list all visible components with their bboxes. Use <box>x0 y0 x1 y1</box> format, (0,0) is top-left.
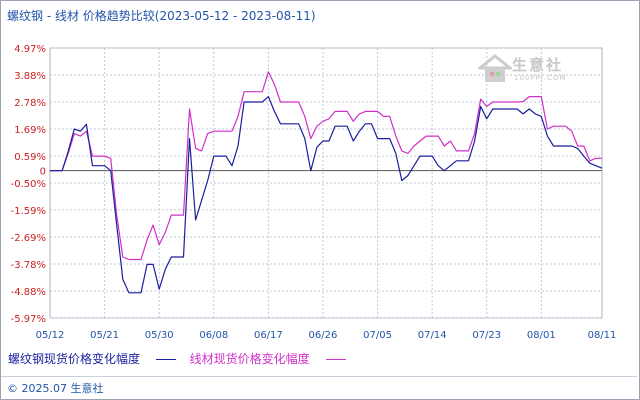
x-axis-ticks: 05/12 05/21 05/30 06/08 06/17 06/26 07/05 07/14… <box>36 330 617 341</box>
series-line-rebar <box>50 95 603 294</box>
x-tick-label: 07/05 <box>363 330 392 341</box>
x-tick-label: 05/12 <box>36 330 65 341</box>
y-tick-label: 1.69% <box>14 125 46 136</box>
y-tick-label: -1.59% <box>11 206 46 217</box>
legend-label-wire-rod: 线材现货价格变化幅度 <box>189 352 310 366</box>
chart-title: 螺纹钢 - 线材 价格趋势比较(2023-05-12 - 2023-08-11) <box>7 9 316 23</box>
y-tick-label: -3.78% <box>11 260 46 271</box>
y-tick-label: 3.88% <box>14 71 46 82</box>
copyright-text: © 2025.07 生意社 <box>7 382 104 395</box>
watermark-logo: 生意社 100PPI.COM <box>475 54 578 94</box>
x-tick-label: 08/01 <box>527 330 556 341</box>
x-tick-label: 07/14 <box>418 330 447 341</box>
y-tick-label: -4.88% <box>11 287 46 298</box>
y-tick-label: -2.69% <box>11 233 46 244</box>
x-tick-label: 06/08 <box>199 330 228 341</box>
x-tick-label: 06/26 <box>309 330 338 341</box>
y-tick-label: 0 <box>40 167 46 178</box>
y-tick-label: 2.78% <box>14 98 46 109</box>
y-tick-label: -5.97% <box>11 314 46 325</box>
x-tick-label: 05/21 <box>90 330 119 341</box>
series-line-wire-rod <box>50 71 602 261</box>
footer-divider <box>1 376 637 377</box>
grid-layer <box>49 47 603 319</box>
legend: 螺纹钢现货价格变化幅度 线材现货价格变化幅度 <box>8 350 356 368</box>
watermark-url: 100PPI.COM <box>514 74 567 82</box>
y-axis-ticks: 4.97% 3.88% 2.78% 1.69% 0.59% 0-0.50% -1.59% -2… <box>11 44 46 325</box>
x-tick-label: 07/23 <box>472 330 501 341</box>
y-tick-label: 0.59% <box>14 152 46 163</box>
y-tick-label: -0.50% <box>11 179 46 190</box>
series-layer <box>50 71 603 294</box>
legend-label-rebar: 螺纹钢现货价格变化幅度 <box>8 352 141 366</box>
x-tick-label: 08/11 <box>588 330 617 341</box>
y-tick-label: 4.97% <box>14 44 46 55</box>
legend-swatch-rebar <box>155 359 176 360</box>
watermark-name: 生意社 <box>512 56 564 74</box>
x-tick-label: 05/30 <box>145 330 174 341</box>
x-tick-label: 06/17 <box>254 330 283 341</box>
legend-swatch-wire-rod <box>325 359 346 360</box>
